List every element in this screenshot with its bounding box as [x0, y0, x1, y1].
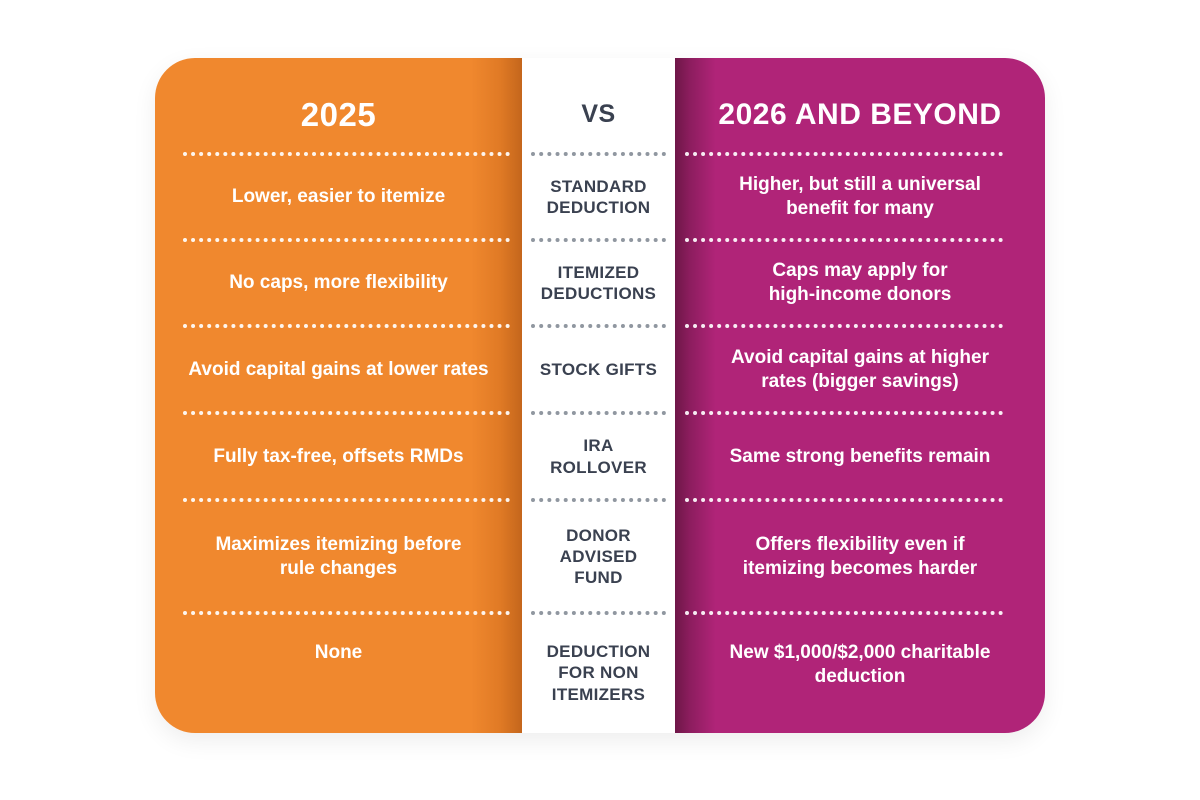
column-2025: 2025 Lower, easier to itemize No caps, m… — [155, 58, 522, 733]
category-itemized-deductions: ITEMIZED DEDUCTIONS — [522, 238, 675, 326]
vs-label: VS — [581, 100, 616, 129]
category-ira-rollover: IRA ROLLOVER — [522, 411, 675, 500]
cell-2026-ira-rollover: Same strong benefits remain — [675, 411, 1045, 500]
cell-2026-stock-gifts: Avoid capital gains at higher rates (big… — [675, 324, 1045, 413]
cell-2025-itemized-deductions: No caps, more flexibility — [155, 238, 522, 326]
column-categories: VS STANDARD DEDUCTION ITEMIZED DEDUCTION… — [522, 58, 675, 733]
category-standard-deduction: STANDARD DEDUCTION — [522, 152, 675, 240]
category-stock-gifts: STOCK GIFTS — [522, 324, 675, 413]
cell-2025-donor-advised-fund: Maximizes itemizing before rule changes — [155, 498, 522, 613]
comparison-card: 2025 Lower, easier to itemize No caps, m… — [155, 58, 1045, 733]
column-2026-header: 2026 AND BEYOND — [718, 98, 1002, 132]
cell-2026-donor-advised-fund: Offers flexibility even if itemizing bec… — [675, 498, 1045, 613]
column-2026-and-beyond: 2026 AND BEYOND Higher, but still a univ… — [675, 58, 1045, 733]
cell-2025-standard-deduction: Lower, easier to itemize — [155, 152, 522, 240]
cell-2025-ira-rollover: Fully tax-free, offsets RMDs — [155, 411, 522, 500]
cell-2026-deduction-non-itemizers: New $1,000/$2,000 charitable deduction — [675, 611, 1045, 733]
column-2025-header: 2025 — [300, 96, 377, 134]
cell-2026-itemized-deductions: Caps may apply for high-income donors — [675, 238, 1045, 326]
cell-2026-standard-deduction: Higher, but still a universal benefit fo… — [675, 152, 1045, 240]
cell-2025-stock-gifts: Avoid capital gains at lower rates — [155, 324, 522, 413]
cell-2025-deduction-non-itemizers: None — [155, 611, 522, 733]
category-deduction-non-itemizers: DEDUCTION FOR NON ITEMIZERS — [522, 611, 675, 733]
category-donor-advised-fund: DONOR ADVISED FUND — [522, 498, 675, 613]
